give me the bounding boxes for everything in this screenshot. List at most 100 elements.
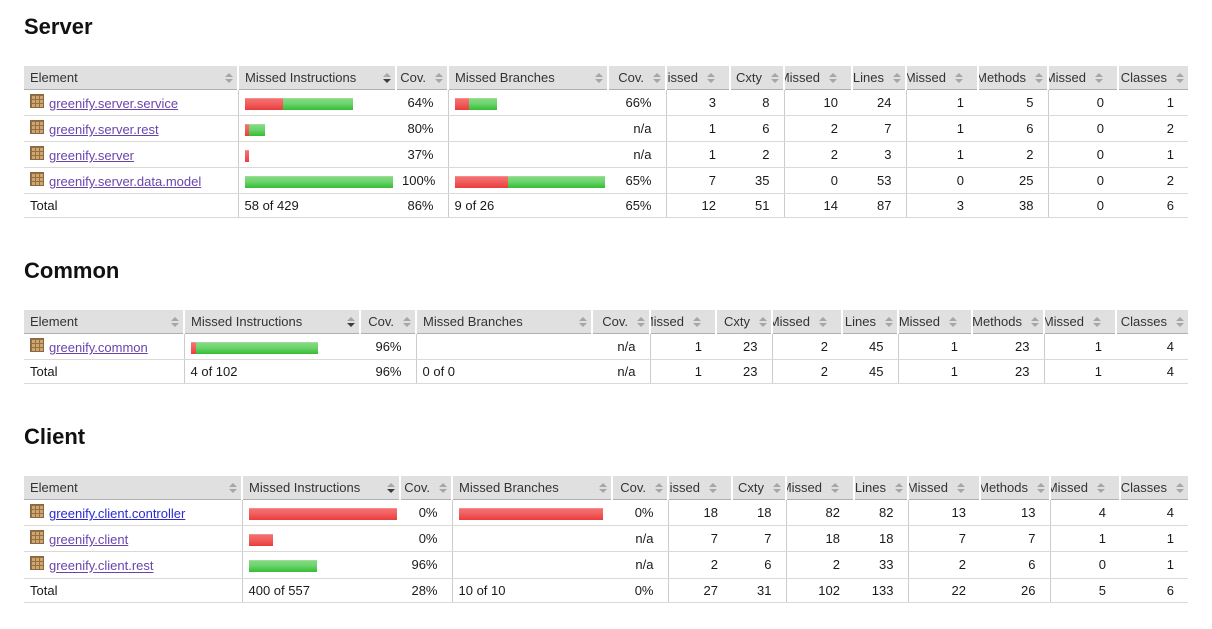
- package-link[interactable]: greenify.client.rest: [49, 558, 154, 574]
- col-classes[interactable]: Classes: [1117, 66, 1188, 90]
- package-link[interactable]: greenify.client: [49, 532, 129, 548]
- col-missed-methods[interactable]: Missed: [907, 476, 980, 501]
- col-cov-branches[interactable]: Cov.: [591, 310, 650, 335]
- missed-instructions-bar: [248, 507, 397, 520]
- col-methods[interactable]: Methods: [977, 66, 1048, 90]
- total-label: Total: [24, 359, 184, 385]
- package-link[interactable]: greenify.server.rest: [49, 122, 159, 138]
- col-element[interactable]: Element: [24, 66, 238, 90]
- col-missed-instructions[interactable]: Missed Instructions: [241, 476, 400, 501]
- package-link[interactable]: greenify.server: [49, 148, 135, 164]
- col-element[interactable]: Element: [24, 476, 242, 501]
- package-link[interactable]: greenify.common: [49, 340, 148, 356]
- col-missed-lines[interactable]: Missed: [783, 66, 852, 90]
- branch-coverage: n/a: [608, 141, 666, 169]
- missed-methods: 2: [907, 551, 980, 579]
- package-link[interactable]: greenify.server.service: [49, 96, 179, 112]
- branch-coverage: n/a: [612, 551, 668, 579]
- col-missed-classes[interactable]: Missed: [1047, 66, 1118, 90]
- missed-cxty: 18: [667, 499, 732, 527]
- header-row: Element Missed Instructions Cov. Missed …: [24, 476, 1188, 501]
- col-cov-instructions[interactable]: Cov.: [399, 476, 452, 501]
- section-title: Common: [24, 258, 120, 284]
- lines: 53: [852, 167, 906, 195]
- covered-instructions-bar: [244, 175, 393, 188]
- missed-cxty: 7: [667, 525, 732, 553]
- col-missed-branches[interactable]: Missed Branches: [447, 66, 608, 90]
- missed-methods: 13: [907, 499, 980, 527]
- col-missed-methods[interactable]: Missed: [897, 310, 972, 335]
- col-lines[interactable]: Lines: [841, 310, 898, 335]
- col-cov-branches[interactable]: Cov.: [611, 476, 668, 501]
- sort-icon: [1172, 72, 1184, 83]
- classes: 4: [1120, 499, 1188, 527]
- total-branch-coverage: n/a: [592, 359, 650, 385]
- col-missed-cxty[interactable]: Missed: [667, 476, 732, 501]
- total-row: Total 58 of 429 86% 9 of 26 65% 12 51 14…: [24, 193, 1188, 219]
- total-instructions: 58 of 429: [237, 193, 396, 219]
- sort-icon: [1172, 482, 1184, 493]
- col-lines[interactable]: Lines: [853, 476, 908, 501]
- methods: 2: [978, 141, 1048, 169]
- col-missed-instructions[interactable]: Missed Instructions: [183, 310, 360, 335]
- sort-icon: [1027, 316, 1039, 327]
- package-link[interactable]: greenify.client.controller: [49, 506, 186, 522]
- table-row: greenify.client 0% n/a 7 7 18 18 7 7 1 1: [24, 525, 1188, 553]
- col-missed-classes[interactable]: Missed: [1043, 310, 1116, 335]
- col-lines[interactable]: Lines: [851, 66, 906, 90]
- missed-classes: 1: [1043, 333, 1116, 361]
- sort-icon: [651, 482, 663, 493]
- sort-icon: [953, 482, 965, 493]
- covered-instructions-bar: [248, 560, 317, 573]
- col-missed-branches[interactable]: Missed Branches: [451, 476, 612, 501]
- total-instruction-coverage: 28%: [400, 578, 452, 603]
- sort-desc-icon: [343, 316, 355, 327]
- covered-instructions-bar: [248, 123, 265, 136]
- sort-icon: [221, 72, 233, 83]
- covered-instructions-bar: [195, 341, 318, 354]
- instruction-coverage: 96%: [400, 551, 452, 579]
- branch-coverage: n/a: [608, 115, 666, 143]
- classes: 1: [1120, 525, 1188, 553]
- coverage-table-client: Element Missed Instructions Cov. Missed …: [24, 476, 1188, 603]
- instruction-coverage: 0%: [400, 525, 452, 553]
- total-lines: 87: [852, 193, 906, 219]
- package-icon: [30, 94, 44, 108]
- col-classes[interactable]: Classes: [1115, 310, 1188, 335]
- cxty: 18: [732, 499, 786, 527]
- col-methods[interactable]: Methods: [979, 476, 1050, 501]
- classes: 1: [1118, 141, 1188, 169]
- col-missed-methods[interactable]: Missed: [905, 66, 978, 90]
- col-missed-cxty[interactable]: Missed: [665, 66, 730, 90]
- col-classes[interactable]: Classes: [1119, 476, 1188, 501]
- col-cov-instructions[interactable]: Cov.: [395, 66, 448, 90]
- table-row: greenify.client.controller 0% 0% 18 18 8…: [24, 499, 1188, 527]
- table-row: greenify.server.rest 80% n/a 1 6 2 7 1 6…: [24, 115, 1188, 143]
- col-cov-branches[interactable]: Cov.: [607, 66, 666, 90]
- col-missed-lines[interactable]: Missed: [771, 310, 842, 335]
- col-cxty[interactable]: Cxty: [731, 476, 786, 501]
- missed-classes: 4: [1049, 499, 1120, 527]
- col-missed-cxty[interactable]: Missed: [649, 310, 716, 335]
- col-missed-lines[interactable]: Missed: [785, 476, 854, 501]
- methods: 7: [980, 525, 1050, 553]
- col-cov-instructions[interactable]: Cov.: [359, 310, 416, 335]
- total-cxty: 51: [730, 193, 784, 219]
- col-methods[interactable]: Methods: [971, 310, 1044, 335]
- total-row: Total 400 of 557 28% 10 of 10 0% 27 31 1…: [24, 578, 1188, 603]
- col-missed-branches[interactable]: Missed Branches: [415, 310, 592, 335]
- col-element[interactable]: Element: [24, 310, 184, 335]
- sort-icon: [825, 72, 837, 83]
- col-missed-instructions[interactable]: Missed Instructions: [237, 66, 396, 90]
- classes: 1: [1118, 89, 1188, 117]
- col-cxty[interactable]: Cxty: [729, 66, 784, 90]
- sort-icon: [435, 482, 447, 493]
- methods: 5: [978, 89, 1048, 117]
- col-cxty[interactable]: Cxty: [715, 310, 772, 335]
- table-row: greenify.server.data.model 100% 65% 7 35…: [24, 167, 1188, 195]
- missed-branches-bar: [458, 507, 603, 520]
- col-missed-classes[interactable]: Missed: [1049, 476, 1120, 501]
- total-missed-cxty: 27: [667, 578, 732, 603]
- package-link[interactable]: greenify.server.data.model: [49, 174, 202, 190]
- missed-lines: 0: [783, 167, 852, 195]
